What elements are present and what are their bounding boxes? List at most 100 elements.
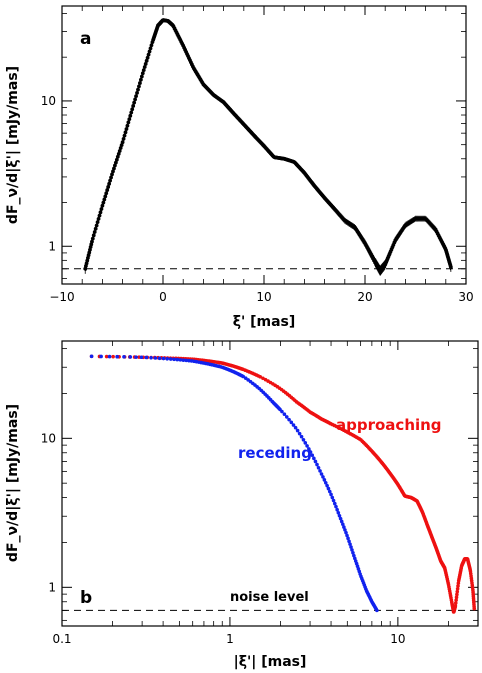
data-point [455,587,460,591]
data-point [316,465,321,470]
data-point [350,548,354,552]
data-point [149,43,154,48]
data-point [157,356,162,361]
panel-a-xlabel: ξ' [mas] [233,314,296,330]
data-point [305,444,309,448]
data-point [187,358,191,363]
data-point [454,598,458,602]
data-point [319,472,324,476]
y-tick-label: 10 [41,431,56,445]
data-point [139,355,144,360]
data-point [181,358,186,362]
data-point [133,97,138,102]
data-point [330,495,335,500]
data-point [139,74,144,79]
data-point [132,100,137,105]
panel-a-ylabel: dF_ν/d|ξ'| [mJy/mas] [5,66,21,224]
data-point [122,355,126,359]
data-point [175,357,180,362]
data-point [131,104,136,108]
panel-b: b 0.1 1 10 1 10 noise level approaching rece… [5,340,479,670]
panel-b-ylabel: dF_ν/d|ξ'| [mJy/mas] [5,404,21,562]
data-point [184,358,189,363]
data-point [289,420,294,425]
data-point [89,354,94,359]
data-point [332,501,337,506]
data-point [113,163,117,168]
data-point [115,154,120,159]
data-point [104,354,109,359]
panel-b-tick-labels: 0.1 1 10 1 10 [41,431,406,646]
y-tick-label: 1 [48,580,56,594]
data-point [331,498,336,503]
data-point [351,550,355,555]
panel-a-series [83,18,453,276]
data-point [341,522,345,527]
data-point [454,595,459,600]
data-point [280,409,284,414]
data-point [293,425,298,430]
x-tick-label: 30 [458,290,473,304]
data-point [143,62,148,66]
data-point [338,516,343,521]
data-point [326,486,331,491]
data-point [129,110,134,115]
panel-b-xlabel: |ξ'| [mas] [234,654,307,670]
data-point [344,530,348,535]
data-point [110,172,114,177]
data-point [375,608,379,613]
data-point [144,58,149,63]
x-tick-label: 10 [256,290,271,304]
data-point [322,478,327,482]
panel-b-letter: b [80,588,92,608]
data-point [128,113,133,118]
data-point [334,504,338,509]
data-point [349,545,353,549]
data-point [453,601,458,605]
data-point [456,584,460,588]
x-tick-label: 1 [226,632,234,646]
data-point [127,117,132,122]
data-point [116,151,121,156]
data-point [109,175,113,180]
data-point [308,450,313,454]
data-point [123,130,128,135]
data-point [284,415,289,419]
data-point [346,536,350,541]
data-point [115,354,119,359]
data-point [337,513,342,518]
data-point [287,417,291,422]
x-tick-label: −10 [49,290,74,304]
x-tick-label: 0 [159,290,167,304]
data-point [453,604,458,608]
data-point [161,356,166,361]
data-point [126,120,131,125]
data-point [149,355,153,360]
data-point [325,483,329,488]
data-point [448,265,453,269]
data-point [282,412,287,417]
data-point [336,510,341,515]
data-point [135,90,139,95]
data-point [137,84,141,89]
x-tick-label: 20 [357,290,372,304]
data-point [335,507,339,512]
data-point [343,528,347,532]
data-point [342,525,346,529]
data-point [141,68,146,73]
data-point [125,123,130,128]
data-point [145,55,150,60]
data-point [134,355,138,359]
data-point [312,456,316,461]
data-point [130,107,135,112]
data-point [348,542,352,546]
data-point [148,46,153,51]
data-point [114,157,119,162]
data-point [124,127,129,131]
data-point [339,519,344,524]
data-point [138,81,142,85]
data-point [321,475,325,479]
data-point [313,459,318,464]
data-point [128,355,133,359]
data-point [111,354,115,359]
